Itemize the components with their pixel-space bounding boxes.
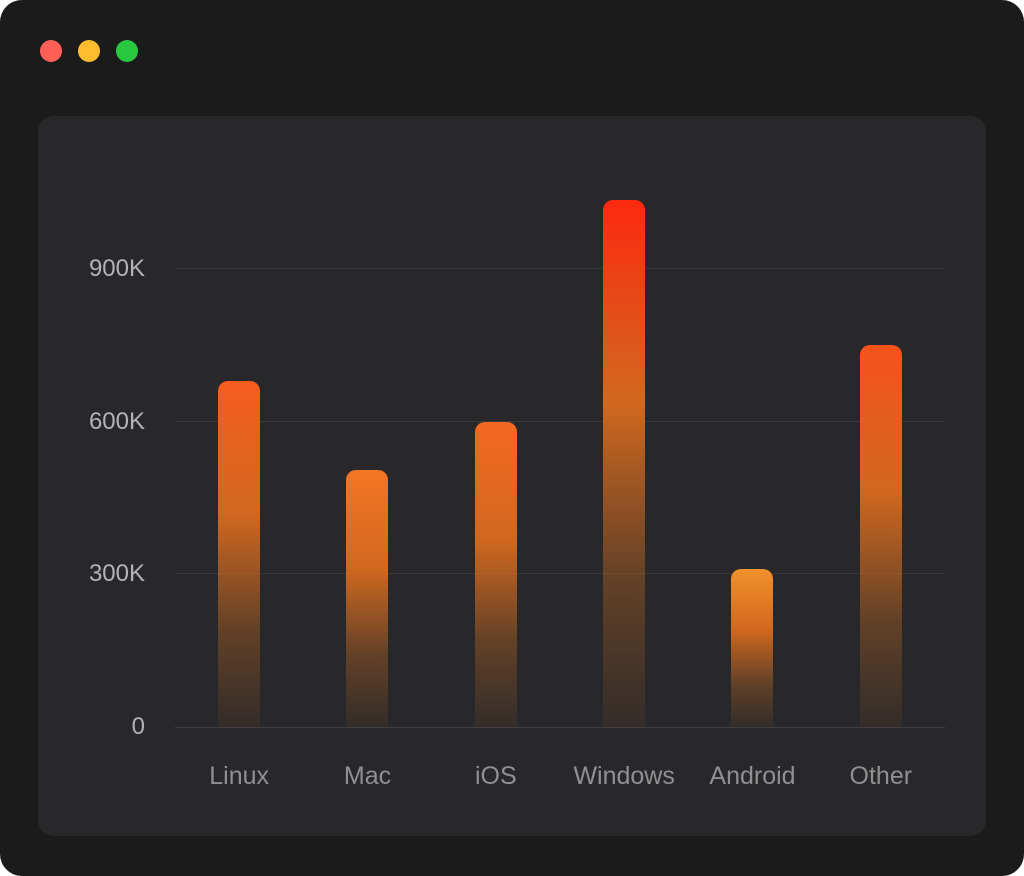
bar-slot bbox=[688, 167, 816, 727]
bar-slot bbox=[175, 167, 303, 727]
window-titlebar bbox=[0, 0, 1024, 100]
window-controls bbox=[40, 40, 138, 62]
x-axis-category-label: Other bbox=[849, 762, 913, 790]
gridline bbox=[175, 267, 945, 269]
bar-ios bbox=[474, 422, 517, 727]
chart-card: 0 300K 600K 900K Linux Mac iOS Windows Android O… bbox=[38, 116, 986, 836]
y-axis-tick-label: 0 bbox=[131, 713, 145, 740]
y-axis-tick-label: 600K bbox=[88, 407, 145, 435]
close-button[interactable] bbox=[40, 40, 62, 62]
y-axis-tick-label: 300K bbox=[88, 560, 145, 588]
bar-windows bbox=[603, 200, 646, 727]
bar-mac bbox=[346, 470, 389, 727]
x-axis-category-label: Android bbox=[709, 762, 796, 790]
x-axis-category-label: iOS bbox=[474, 762, 517, 790]
x-axis-category-label: Windows bbox=[573, 762, 675, 790]
bar-android bbox=[731, 569, 774, 727]
zoom-button[interactable] bbox=[116, 40, 138, 62]
x-axis-labels: Linux Mac iOS Windows Android Other bbox=[175, 762, 945, 791]
bar-linux bbox=[218, 381, 261, 727]
chart-plot-area: 0 300K 600K 900K bbox=[89, 167, 945, 740]
x-axis-category-label: Linux bbox=[209, 762, 270, 790]
minimize-button[interactable] bbox=[78, 40, 100, 62]
bar-slot bbox=[817, 167, 945, 727]
y-axis-tick-label: 900K bbox=[88, 254, 145, 282]
bar-slot bbox=[560, 167, 688, 727]
bar-slots bbox=[175, 167, 945, 727]
x-axis-category-label: Mac bbox=[343, 762, 392, 790]
gridline bbox=[175, 573, 945, 575]
bar-other bbox=[859, 345, 902, 727]
gridline bbox=[175, 420, 945, 422]
bar-slot bbox=[303, 167, 431, 727]
bar-slot bbox=[432, 167, 560, 727]
